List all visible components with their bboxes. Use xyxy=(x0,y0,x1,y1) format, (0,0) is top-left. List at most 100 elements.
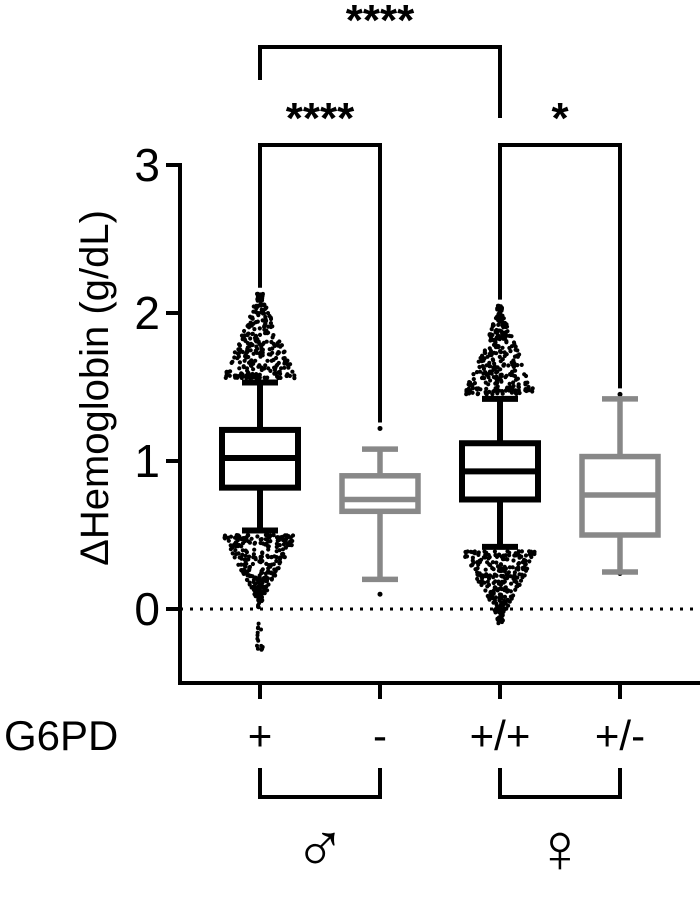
outlier-dot xyxy=(467,380,472,385)
outlier-dot xyxy=(276,360,281,366)
data-points xyxy=(222,291,623,652)
outlier-dot xyxy=(255,304,260,309)
outlier-dot xyxy=(256,584,261,589)
outlier-dot xyxy=(523,382,528,387)
outlier-dot xyxy=(238,347,243,352)
outlier-dot xyxy=(237,555,242,560)
outlier-dot xyxy=(252,547,257,552)
outlier-dot xyxy=(471,372,476,377)
outlier-dot xyxy=(515,348,520,353)
outlier-dot xyxy=(511,383,516,389)
outlier-dot xyxy=(493,579,498,584)
outlier-dot xyxy=(269,555,274,560)
outlier-dot xyxy=(253,581,258,587)
outlier-dot xyxy=(232,555,237,560)
outlier-dot xyxy=(240,374,245,379)
outlier-dot xyxy=(255,626,260,631)
outlier-dot xyxy=(237,343,242,348)
outlier-dot xyxy=(256,621,261,626)
outlier-dot xyxy=(500,319,505,324)
outlier-dot xyxy=(519,549,525,554)
outlier-dot xyxy=(512,570,518,575)
outlier-dot xyxy=(509,594,515,600)
outlier-dot xyxy=(266,544,271,549)
outlier-dot xyxy=(480,375,485,380)
outlier-dot xyxy=(526,388,531,393)
outlier-dot xyxy=(510,380,516,385)
outlier-dot xyxy=(507,553,512,558)
outlier-dot xyxy=(260,646,265,651)
outlier-dot xyxy=(264,318,269,323)
outlier-dot xyxy=(486,382,491,387)
outlier-dot xyxy=(241,365,246,370)
outlier-dot xyxy=(514,391,519,396)
outlier-dot xyxy=(502,579,507,584)
outlier-dot xyxy=(260,318,265,323)
x-categories: + - +/+ +/- xyxy=(248,712,645,759)
outlier-dot xyxy=(463,550,469,555)
y-tick-label: 3 xyxy=(134,139,160,191)
outlier-dot xyxy=(242,539,247,544)
outlier-dot xyxy=(264,537,270,542)
outlier-dot xyxy=(471,377,476,382)
iqr-box xyxy=(339,473,421,515)
outlier-dot xyxy=(499,373,504,378)
outlier-dot xyxy=(491,323,496,328)
outlier-dot xyxy=(478,573,483,578)
outlier-dot xyxy=(222,533,228,538)
outlier-dot xyxy=(254,373,259,378)
outlier-dot xyxy=(282,349,287,354)
outlier-dot xyxy=(522,372,527,377)
outlier-dot xyxy=(484,363,489,368)
outlier-dot xyxy=(258,588,263,593)
outlier-dot xyxy=(233,548,238,553)
outlier-dot xyxy=(268,321,273,326)
outlier-dot xyxy=(242,337,247,342)
outlier-dot xyxy=(500,618,505,623)
outlier-dot xyxy=(260,298,265,303)
outlier-dot xyxy=(223,375,228,380)
outlier-dot xyxy=(476,359,481,364)
outlier-dot xyxy=(505,329,510,334)
outlier-dot xyxy=(290,533,296,538)
outlier-dot xyxy=(246,360,252,365)
outlier-dot xyxy=(282,365,287,370)
outlier-dot xyxy=(250,561,255,567)
outlier-dot xyxy=(278,555,283,560)
outlier-dot xyxy=(251,304,256,309)
outlier-dot xyxy=(476,562,481,567)
outlier-dot xyxy=(250,331,255,336)
outlier-dot xyxy=(260,595,264,600)
outlier-dot xyxy=(251,577,256,583)
outlier-dot xyxy=(274,558,279,564)
significance-brackets: ******** * xyxy=(258,0,622,423)
outlier-dot xyxy=(486,372,491,377)
outlier-dot xyxy=(260,311,266,316)
outlier-dot xyxy=(475,576,480,582)
group-symbol: ♀ xyxy=(534,809,587,887)
outlier-dot xyxy=(245,533,250,538)
outlier-dot xyxy=(232,350,237,355)
outlier-dot xyxy=(290,369,295,374)
outlier-dot xyxy=(500,389,505,394)
outlier-dot xyxy=(495,365,500,370)
outlier-dot xyxy=(494,603,499,608)
outlier-dot xyxy=(479,578,484,583)
outlier-dot xyxy=(502,598,507,603)
outlier-dot xyxy=(502,569,507,574)
outlier-dot xyxy=(499,566,505,571)
outlier-dot xyxy=(493,586,499,591)
outlier-dot xyxy=(512,368,517,373)
outlier-dot xyxy=(259,293,264,298)
outlier-dot xyxy=(257,373,262,378)
outlier-dot xyxy=(486,576,492,581)
outlier-dot xyxy=(501,363,506,368)
outlier-dot xyxy=(255,293,260,298)
outlier-dot xyxy=(278,375,283,380)
outlier-dot xyxy=(255,646,260,651)
outlier-dot xyxy=(246,323,251,328)
outlier-dot xyxy=(497,595,502,600)
outlier-dot xyxy=(259,599,264,604)
outlier-dot xyxy=(260,570,265,575)
outlier-dot xyxy=(268,564,273,569)
